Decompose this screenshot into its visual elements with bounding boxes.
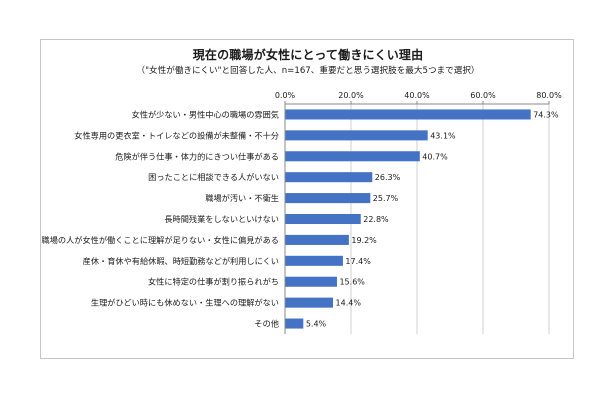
x-tick-label: 80.0% <box>536 91 562 100</box>
category-label: 女性専用の更衣室・トイレなどの設備が未整備・不十分 <box>74 130 279 140</box>
category-label: 女性が少ない・男性中心の職場の雰囲気 <box>132 109 279 119</box>
bar <box>285 213 361 225</box>
x-tick-label: 20.0% <box>338 91 364 100</box>
value-label: 40.7% <box>422 152 448 161</box>
chart-subtitle: （"女性が働きにくい"と回答した人、n=167、重要だと思う選択肢を最大5つまで… <box>136 66 480 76</box>
bar <box>285 234 349 245</box>
category-labels: 女性が少ない・男性中心の職場の雰囲気女性専用の更衣室・トイレなどの設備が未整備・… <box>42 109 279 328</box>
value-labels: 74.3% 43.1% 40.7% 26.3% 25.7% 22.8% 19.2% 17.4%… <box>306 110 559 328</box>
category-label: その他 <box>254 319 279 329</box>
category-label: 生理がひどい時にも休めない・生理への理解がない <box>91 298 279 308</box>
bar-chart-plot: 0.0% 20.0% 40.0% 60.0% 80.0% 女性が少ない・男性中心の職場の… <box>42 91 562 334</box>
bar <box>285 276 337 287</box>
bars <box>285 109 531 329</box>
value-label: 5.4% <box>306 320 327 329</box>
chart-title: 現在の職場が女性にとって働きにくい理由 <box>192 48 424 62</box>
x-tick-label: 40.0% <box>404 91 430 100</box>
chart-frame: 現在の職場が女性にとって働きにくい理由 （"女性が働きにくい"と回答した人、n=… <box>40 39 574 359</box>
category-label: 困ったことに相談できる人がいない <box>148 172 279 182</box>
bar <box>285 255 343 266</box>
value-label: 14.4% <box>336 299 362 308</box>
x-tick-label: 60.0% <box>470 91 496 100</box>
value-label: 22.8% <box>363 215 389 224</box>
bar <box>285 130 428 141</box>
value-label: 25.7% <box>373 194 399 203</box>
value-label: 26.3% <box>375 173 401 182</box>
category-label: 危険が伴う仕事・体力的にきつい仕事がある <box>115 151 279 161</box>
bar <box>285 151 420 162</box>
value-label: 17.4% <box>345 257 371 266</box>
value-label: 15.6% <box>339 278 365 287</box>
bar <box>285 172 373 183</box>
bar <box>285 109 531 120</box>
category-label: 女性に特定の仕事が割り振られがち <box>148 277 279 287</box>
category-label: 産休・育休や有給休暇、時短勤務などが利用しにくい <box>83 256 279 266</box>
value-label: 43.1% <box>430 131 456 140</box>
x-axis-ticks: 0.0% 20.0% 40.0% 60.0% 80.0% <box>275 91 562 334</box>
bar <box>285 193 371 204</box>
category-label: 長時間残業をしないといけない <box>164 214 279 224</box>
category-label: 職場が汚い・不衛生 <box>205 193 279 203</box>
bar <box>285 297 334 308</box>
category-label: 職場の人が女性が働くことに理解が足りない・女性に偏見がある <box>42 235 279 245</box>
x-tick-label: 0.0% <box>275 91 296 100</box>
bar <box>285 318 304 329</box>
value-label: 74.3% <box>533 110 559 119</box>
value-label: 19.2% <box>351 236 377 245</box>
